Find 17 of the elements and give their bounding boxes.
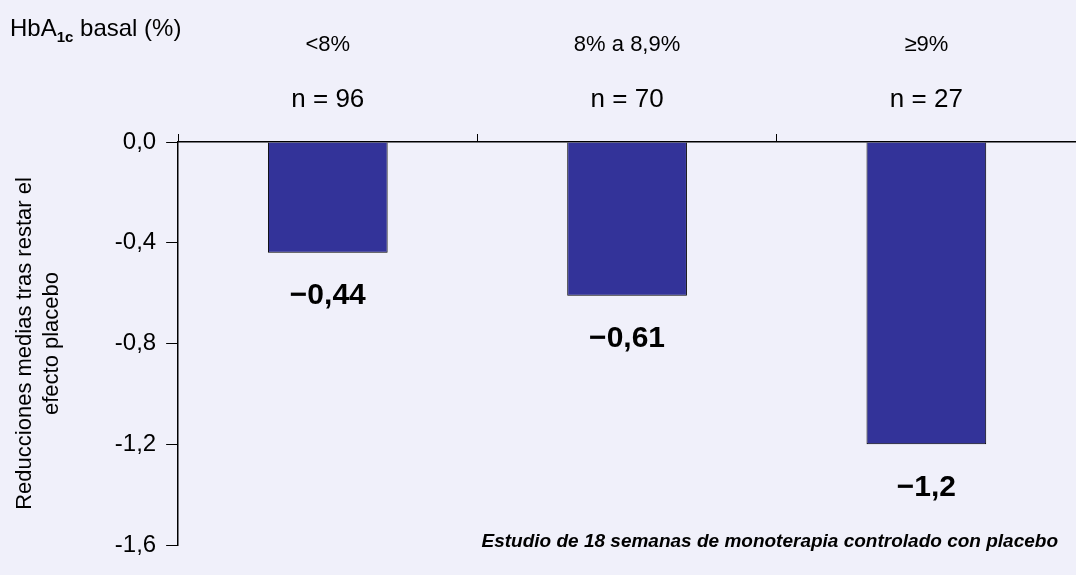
annotation: n = 70 xyxy=(590,83,664,113)
y-tick-label: -0,4 xyxy=(114,227,157,255)
annotation: Estudio de 18 semanas de monoterapia controlado con placebo xyxy=(481,530,1058,551)
x-tick-label: ≥9% xyxy=(904,30,949,56)
y-tick-label: -1,2 xyxy=(114,428,157,456)
y-tick-label: 0,0 xyxy=(122,126,157,154)
annotation: n = 96 xyxy=(291,83,365,113)
y-axis-title: Reducciones medias tras restar el efecto placebo xyxy=(11,177,63,510)
x-axis-title: HbA$_{1c}$ basal (%) xyxy=(10,14,182,45)
x-tick-label: 8% a 8,9% xyxy=(573,30,681,56)
y-tick-label: -1,6 xyxy=(114,529,157,557)
x-tick-label: <8% xyxy=(305,30,351,56)
data-label: −0,61 xyxy=(589,319,666,353)
y-tick-label: -0,8 xyxy=(114,328,157,356)
data-label: −1,2 xyxy=(896,468,956,502)
data-label: −0,44 xyxy=(289,277,367,311)
annotation: n = 27 xyxy=(889,83,963,113)
